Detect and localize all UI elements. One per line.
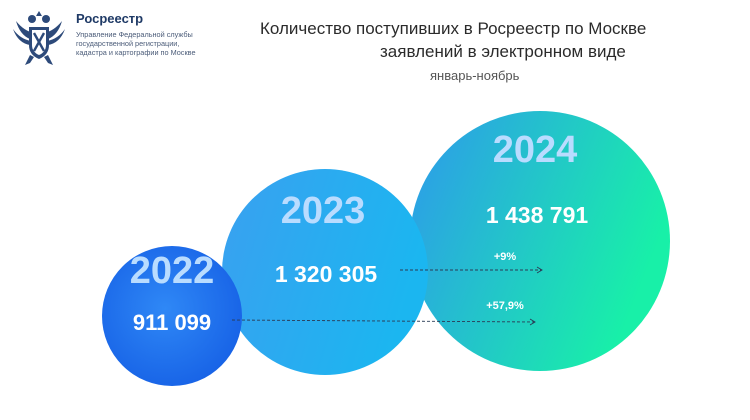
org-desc-line: государственной регистрации, [76, 39, 180, 48]
bubble-2024 [410, 111, 670, 371]
chart-title-line1: Количество поступивших в Росреестр по Мо… [260, 19, 647, 38]
org-desc-line: Управление Федеральной службы [76, 30, 193, 39]
year-label-2023: 2023 [281, 190, 366, 232]
bubble-2022 [102, 246, 242, 386]
growth-label: +57,9% [486, 300, 524, 312]
org-description: Управление Федеральной службы государств… [76, 30, 266, 57]
rosreestr-logo [10, 5, 68, 73]
chart-subtitle: январь-ноябрь [430, 68, 520, 83]
growth-arrow-head [536, 266, 543, 274]
chart-title-line2: заявлений в электронном виде [380, 42, 626, 61]
org-desc-line: кадастра и картографии по Москве [76, 48, 196, 57]
org-name: Росреестр [76, 11, 144, 26]
eagle-emblem-icon [13, 11, 65, 65]
value-label-2022: 911 099 [133, 310, 211, 335]
year-label-2022: 2022 [130, 250, 215, 292]
value-label-2023: 1 320 305 [275, 261, 378, 287]
growth-arrow-line [231, 319, 536, 323]
growth-label: +9% [494, 251, 517, 263]
bubble-2023 [222, 169, 428, 375]
year-label-2024: 2024 [493, 129, 578, 171]
value-label-2024: 1 438 791 [486, 202, 589, 228]
growth-arrow-head [529, 318, 536, 326]
